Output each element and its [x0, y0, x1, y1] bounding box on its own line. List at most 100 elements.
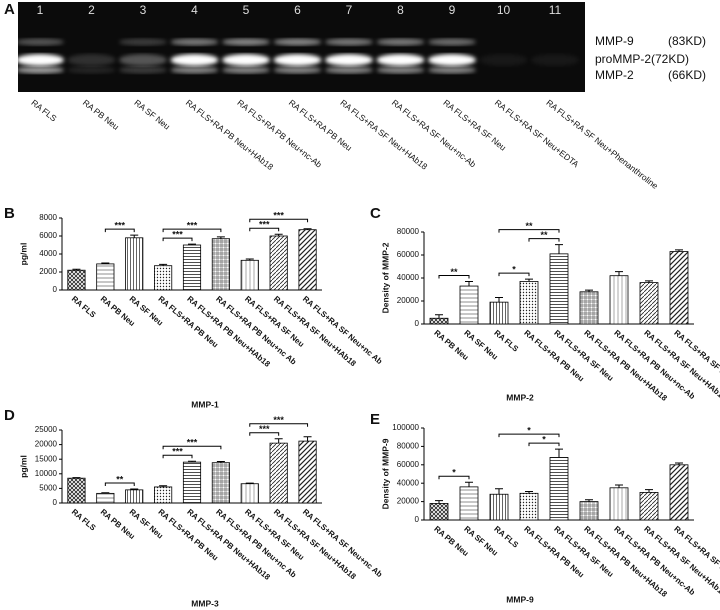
significance-label: * [527, 426, 531, 436]
error-bar [101, 492, 110, 494]
error-bar [585, 289, 593, 292]
bar [240, 483, 259, 504]
lane-label: RA PB Neu [81, 97, 121, 132]
error-bar [675, 462, 683, 465]
significance-label: * [512, 265, 516, 275]
x-tick-label: RA FLS [492, 524, 520, 550]
lane-number: 1 [37, 3, 44, 17]
bar [154, 265, 173, 291]
y-axis-label: Density of MMP-9 [380, 438, 390, 509]
significance-bracket [162, 454, 193, 459]
y-tick-label: 60000 [397, 250, 420, 259]
gel-band [325, 66, 373, 74]
gel-band [16, 54, 64, 66]
bar [269, 442, 288, 504]
x-axis-label: MMP-2 [506, 392, 534, 402]
bar [429, 503, 449, 521]
y-tick-label: 0 [415, 319, 420, 328]
significance-bracket [498, 272, 530, 277]
significance-bracket [249, 432, 280, 436]
error-bar [465, 481, 473, 487]
band-label: MMP-2 [595, 68, 634, 82]
y-tick-label: 20000 [397, 296, 420, 305]
bar [211, 462, 230, 504]
error-bar [216, 461, 225, 463]
y-tick-label: 10000 [35, 469, 58, 478]
y-tick-label: 6000 [39, 231, 57, 240]
y-tick-label: 25000 [35, 425, 58, 434]
bar [549, 457, 569, 521]
gel [18, 2, 585, 92]
significance-bracket [498, 433, 560, 438]
lane-label: RA FLS+RA SF Neu+EDTA [493, 97, 581, 169]
band-size: (66KD) [668, 68, 706, 82]
x-axis-label: MMP-9 [506, 594, 534, 604]
gel-band [16, 66, 64, 74]
error-bar [274, 438, 283, 444]
significance-label: ** [116, 474, 124, 484]
lane-label: RA FLS+RA SF Neu+HAb18 [338, 97, 429, 171]
error-bar [615, 484, 623, 488]
y-tick-label: 0 [53, 285, 58, 294]
y-axis-label: Density of MMP-2 [380, 242, 390, 313]
significance-bracket [249, 227, 280, 232]
error-bar [216, 236, 225, 239]
y-tick-label: 8000 [39, 213, 57, 222]
gel-band [428, 66, 476, 74]
bar [579, 291, 599, 325]
lane-label: RA FLS+RA PB Neu+nc-Ab [235, 97, 324, 169]
bar [96, 492, 115, 504]
bar [639, 491, 659, 521]
y-tick-label: 100000 [392, 423, 419, 432]
significance-label: *** [187, 220, 198, 230]
significance-label: *** [273, 211, 284, 221]
significance-bracket [498, 229, 560, 233]
bar [489, 301, 509, 325]
error-bar [525, 278, 533, 282]
gel-band [325, 38, 373, 46]
error-bar [274, 233, 283, 236]
lane-number: 6 [294, 3, 301, 17]
significance-bracket [528, 442, 560, 447]
y-axis-label: pg/ml [18, 243, 28, 266]
gel-band [222, 66, 270, 74]
band-label: MMP-9 [595, 34, 634, 48]
bar [669, 464, 689, 521]
error-bar [303, 228, 312, 230]
gel-band [376, 66, 425, 74]
lane-label: RA SF Neu [132, 97, 172, 131]
error-bar [615, 271, 623, 276]
significance-bracket [104, 228, 135, 233]
significance-bracket [249, 423, 309, 427]
significance-label: * [452, 468, 456, 478]
bar [125, 237, 144, 291]
bar [609, 275, 629, 325]
gel-band [67, 54, 116, 66]
lane-label: RA FLS+RA SF Neu+Phenanthroline [544, 97, 660, 191]
gel-band [479, 54, 528, 66]
y-tick-label: 2000 [39, 267, 57, 276]
error-bar [585, 499, 593, 502]
significance-label: *** [172, 229, 183, 239]
bar [67, 477, 86, 504]
bar [519, 281, 539, 325]
significance-label: ** [525, 221, 533, 231]
error-bar [675, 249, 683, 252]
lane-number: 3 [140, 3, 147, 17]
gel-band [67, 66, 116, 74]
gel-band [119, 38, 167, 46]
gel-band [325, 54, 373, 66]
error-bar [555, 244, 563, 254]
bar [211, 238, 230, 291]
lane-number: 7 [346, 3, 353, 17]
x-axis-label: MMP-3 [191, 598, 219, 608]
significance-label: ** [540, 230, 548, 240]
error-bar [245, 482, 254, 484]
gel-band [376, 54, 425, 66]
error-bar [435, 500, 443, 504]
bar [240, 259, 259, 291]
y-tick-label: 80000 [397, 442, 420, 451]
gel-band [531, 54, 579, 66]
error-bar [495, 488, 503, 495]
